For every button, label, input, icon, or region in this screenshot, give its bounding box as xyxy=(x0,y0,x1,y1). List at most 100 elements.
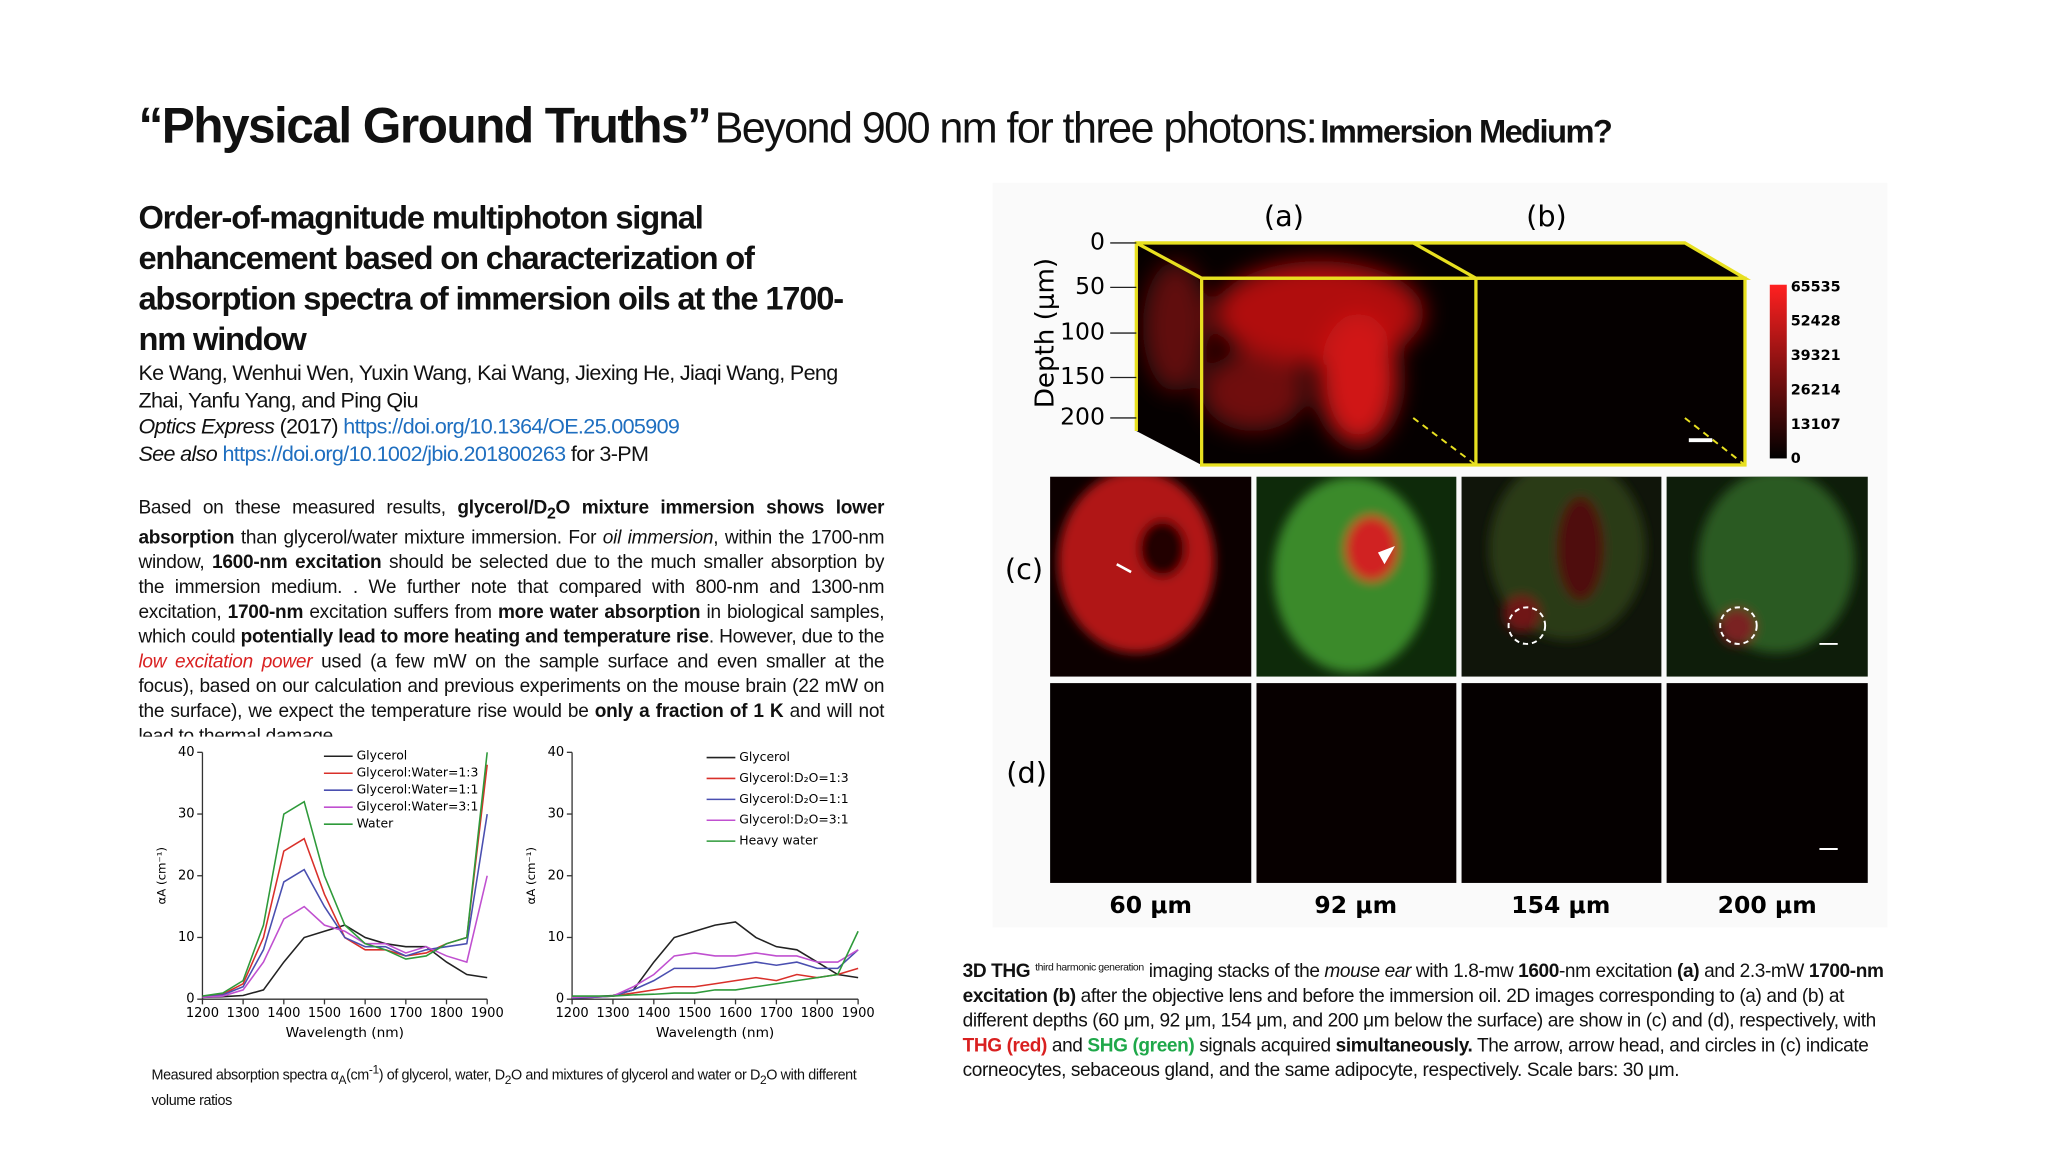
figure-labels: 0 50 100 150 200 65535 52428 39321 26214 13107 0 60… xyxy=(1060,227,1841,919)
run: 2 xyxy=(546,504,556,523)
run: and will not lead to thermal damage. xyxy=(138,701,885,737)
colorbar-tick-label: 52428 xyxy=(1791,314,1841,330)
right-figure-caption: 3D THG third harmonic generation imaging… xyxy=(963,955,1911,1084)
x-tick-label: 1300 xyxy=(227,1006,260,1021)
run: O and mixtures of glycerol and water or … xyxy=(510,1067,761,1084)
microscopy-figure: (a) (b) (c) (d) Depth (μm) 0 50 100 150 200 6… xyxy=(992,182,1888,928)
data-line xyxy=(572,949,859,999)
panel-label: (c) xyxy=(1005,552,1043,586)
see-also: See also https://doi.org/10.1002/jbio.20… xyxy=(138,441,882,468)
body-text: Based on these measured results, glycero… xyxy=(138,496,885,737)
citation: Optics Express (2017) https://doi.org/10… xyxy=(138,414,882,441)
x-tick-label: 1200 xyxy=(186,1006,219,1021)
column-label: 200 μm xyxy=(1718,891,1817,919)
run: used (a few mW on the sample surface and… xyxy=(138,651,885,723)
see-also-link[interactable]: https://doi.org/10.1002/jbio.201800263 xyxy=(222,442,566,466)
run: imaging stacks of the xyxy=(1143,961,1325,983)
run: only a fraction of 1 K xyxy=(594,701,784,723)
y-tick-label: 10 xyxy=(178,930,195,945)
column-label: 92 μm xyxy=(1314,891,1397,919)
y-tick-label: 30 xyxy=(548,807,565,822)
year: (2017) xyxy=(279,415,339,439)
data-line xyxy=(202,752,488,997)
y-tick-label: 0 xyxy=(186,992,194,1007)
data-line xyxy=(572,930,859,997)
y-tick-label: 40 xyxy=(178,745,195,760)
run: 2 xyxy=(760,1073,767,1087)
x-axis-label: Wavelength (nm) xyxy=(656,1025,774,1041)
doi-link[interactable]: https://doi.org/10.1364/OE.25.005909 xyxy=(343,415,680,439)
run: and xyxy=(1046,1035,1088,1057)
journal: Optics Express xyxy=(138,415,275,439)
legend-label: Glycerol:Water=1:3 xyxy=(357,765,479,780)
x-tick-label: 1400 xyxy=(267,1006,300,1021)
run: . However, due to the xyxy=(708,626,885,648)
run: glycerol/D xyxy=(457,497,547,519)
run: 1700-nm excitation (b) xyxy=(962,961,1884,1008)
run: with 1.8-mw xyxy=(1410,961,1519,983)
run: low excitation power xyxy=(138,651,313,673)
run: SHG (green) xyxy=(1087,1035,1195,1057)
column-label: 60 μm xyxy=(1109,891,1192,919)
authors: Ke Wang, Wenhui Wen, Yuxin Wang, Kai Wan… xyxy=(138,361,838,413)
y-axis-label: αA (cm⁻¹) xyxy=(154,847,168,905)
x-tick-label: 1600 xyxy=(349,1006,382,1021)
legend-label: Glycerol xyxy=(739,749,790,764)
run: , within the 1700-nm window, xyxy=(138,527,885,574)
panel-label: (d) xyxy=(1006,756,1047,790)
run: 1600-nm excitation xyxy=(211,552,382,574)
legend-label: Glycerol:Water=1:1 xyxy=(357,782,479,797)
depth-tick-label: 150 xyxy=(1060,362,1105,390)
line-chart: 0 10 20 30 40 1200 1300 1400 1500 1600 1700 1800 190… xyxy=(154,745,503,1041)
x-tick-label: 1900 xyxy=(471,1006,504,1021)
run: The arrow, arrow head, and circles in (c… xyxy=(962,1035,1869,1082)
run: 1600 xyxy=(1518,961,1559,983)
run: 2 xyxy=(504,1073,512,1087)
x-tick-label: 1600 xyxy=(719,1006,752,1021)
y-tick-label: 0 xyxy=(556,992,564,1007)
run: -1 xyxy=(368,1063,379,1077)
column-label: 154 μm xyxy=(1511,891,1610,919)
depth-axis-label: Depth (μm) xyxy=(1031,258,1061,408)
x-tick-label: 1700 xyxy=(389,1006,422,1021)
paper-title: Order-of-magnitude multiphoton signal en… xyxy=(138,199,844,358)
data-line xyxy=(572,949,859,999)
title-regular: Beyond 900 nm for three photons: xyxy=(714,103,1318,152)
line-chart: 0 10 20 30 40 1200 1300 1400 1500 1600 1700 1800 190… xyxy=(524,745,875,1041)
depth-tick-label: 200 xyxy=(1060,402,1105,430)
run: (cm xyxy=(346,1067,369,1084)
y-tick-label: 40 xyxy=(548,745,565,760)
run: after the objective lens and before the … xyxy=(962,986,1877,1032)
run: than glycerol/water mixture immersion. F… xyxy=(234,527,603,549)
run: and 2.3-mW xyxy=(1699,961,1809,983)
y-tick-label: 10 xyxy=(548,930,565,945)
run: excitation suffers from xyxy=(303,601,498,623)
run: more water absorption xyxy=(497,601,701,623)
data-line xyxy=(202,813,488,999)
depth-tick-label: 0 xyxy=(1090,227,1105,255)
run: A xyxy=(338,1073,347,1087)
run: in biological samples, which could xyxy=(138,601,885,648)
x-tick-label: 1700 xyxy=(760,1006,793,1021)
panel-label: (b) xyxy=(1526,199,1567,233)
see-also-note: for 3-PM xyxy=(570,442,649,466)
stack-3d xyxy=(1136,242,1745,465)
x-tick-label: 1200 xyxy=(555,1006,588,1021)
left-figure-caption: Measured absorption spectra αA(cm-1) of … xyxy=(152,1059,883,1111)
panel-grid xyxy=(1050,476,1868,883)
x-tick-label: 1300 xyxy=(596,1006,629,1021)
legend-label: Glycerol:D₂O=1:1 xyxy=(739,791,848,806)
legend-label: Glycerol:D₂O=3:1 xyxy=(739,812,848,827)
y-tick-label: 20 xyxy=(548,868,565,883)
depth-tick-label: 100 xyxy=(1060,318,1105,346)
run: O with different volume ratios xyxy=(151,1067,857,1109)
run: potentially lead to more heating and tem… xyxy=(240,626,710,648)
x-tick-label: 1900 xyxy=(842,1006,875,1021)
stack-signal xyxy=(1142,261,1424,445)
data-line xyxy=(572,967,859,999)
panel-label: (a) xyxy=(1264,199,1304,233)
colorbar xyxy=(1769,284,1787,459)
run: O mixture immersion shows lower absorpti… xyxy=(138,497,885,549)
